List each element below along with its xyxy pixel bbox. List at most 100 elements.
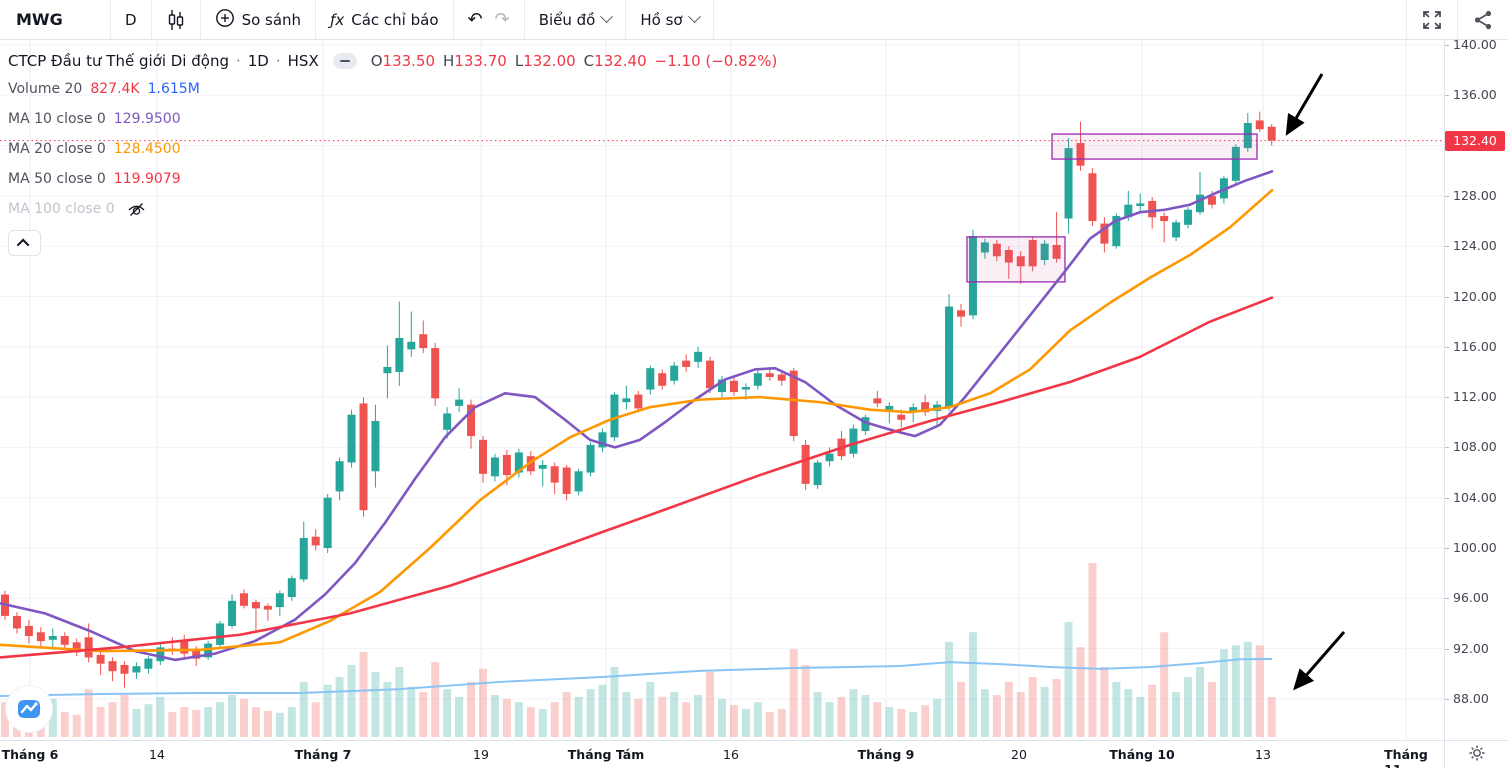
chart-pane[interactable]: CTCP Đầu tư Thế giới Di động · 1D · HSX …	[0, 40, 1444, 740]
candle-body	[741, 387, 750, 390]
drawing-arrow[interactable]	[1285, 73, 1324, 136]
close-value: 132.40	[594, 52, 647, 70]
volume-bar	[789, 649, 798, 737]
candle-body	[1052, 244, 1061, 259]
candle-body	[562, 467, 571, 494]
fullscreen-button[interactable]	[1407, 0, 1457, 40]
drawing-arrow[interactable]	[1293, 631, 1346, 691]
candle-body	[263, 605, 272, 610]
volume-bar	[1231, 645, 1240, 737]
candle-body	[921, 402, 930, 413]
candlestick-style-icon	[166, 9, 186, 31]
drawing-rectangle[interactable]	[1051, 133, 1258, 160]
candle-body	[909, 407, 918, 411]
candle-body	[299, 537, 308, 580]
ma-line	[0, 296, 1274, 659]
eye-off-icon[interactable]	[127, 200, 146, 219]
candle-body	[84, 637, 93, 658]
volume-bar	[335, 677, 344, 737]
candle-body	[60, 636, 69, 645]
candle-body	[144, 658, 153, 669]
symbol-legend-row[interactable]: CTCP Đầu tư Thế giới Di động · 1D · HSX …	[8, 48, 777, 74]
collapse-indicators-button[interactable]	[8, 230, 41, 256]
indicator-row[interactable]: MA 100 close 0	[8, 194, 777, 224]
candle-body	[753, 373, 762, 386]
price-axis-label: 100.00	[1445, 540, 1497, 555]
high-value: 133.70	[454, 52, 507, 70]
candle-body	[479, 439, 487, 474]
time-axis-label: Tháng 11	[1384, 747, 1428, 768]
candlestick-chart[interactable]	[0, 40, 1444, 740]
indicators-button[interactable]: ƒx Các chỉ báo	[316, 0, 452, 40]
volume-bar	[1040, 686, 1049, 737]
legend-exchange: HSX	[287, 52, 319, 70]
volume-bar	[120, 694, 129, 737]
volume-bar	[753, 702, 762, 737]
volume-bar	[741, 708, 750, 737]
volume-bar	[837, 696, 846, 737]
time-axis-label: 13	[1255, 747, 1271, 762]
volume-bar	[1207, 681, 1216, 737]
price-axis[interactable]: 140.00136.00132.00128.00124.00120.00116.…	[1444, 37, 1508, 740]
candle-body	[240, 593, 248, 606]
volume-bar	[132, 708, 141, 737]
candle-body	[371, 420, 380, 472]
redo-button[interactable]: ↷	[489, 0, 524, 40]
change-value: −1.10 (−0.82%)	[654, 52, 778, 70]
volume-bar	[60, 711, 69, 737]
price-axis-label: 92.00	[1445, 640, 1489, 656]
candle-body	[1004, 249, 1013, 263]
volume-bar	[885, 707, 894, 737]
candle-body	[323, 497, 332, 548]
chevron-down-icon	[600, 10, 614, 24]
volume-bar	[945, 641, 954, 737]
toolbar-separator	[315, 0, 317, 40]
candle-body	[514, 452, 523, 473]
volume-bar	[156, 696, 165, 737]
high-label: H	[443, 52, 455, 70]
candle-body	[610, 394, 619, 438]
volume-bar	[1148, 684, 1157, 737]
interval-button[interactable]: D	[111, 0, 151, 40]
last-price-tag: 132.40	[1445, 130, 1505, 151]
open-label: O	[370, 52, 383, 70]
redo-icon: ↷	[494, 9, 510, 30]
volume-bar	[634, 698, 643, 737]
indicator-row[interactable]: MA 20 close 0 128.4500	[8, 134, 777, 164]
share-button[interactable]	[1458, 0, 1508, 40]
candle-body	[502, 454, 511, 476]
candle-body	[729, 380, 738, 393]
volume-bar	[419, 692, 428, 737]
ma-line	[0, 188, 1274, 653]
volume-bar	[849, 689, 858, 737]
volume-bar	[502, 698, 511, 737]
toolbar-separator	[523, 0, 525, 40]
candle-body	[586, 444, 595, 473]
indicator-row[interactable]: MA 50 close 0 119.9079	[8, 164, 777, 194]
profile-menu-button[interactable]: Hồ sơ	[626, 0, 712, 40]
indicator-row[interactable]: Volume 20 827.4K 1.615M	[8, 74, 777, 104]
candle-body	[957, 310, 965, 317]
drawing-rectangle[interactable]	[966, 236, 1066, 283]
axis-settings-button[interactable]	[1444, 741, 1508, 768]
candle-body	[419, 334, 428, 349]
ohlc-values: O133.50 H133.70 L132.00 C132.40 −1.10 (−…	[371, 52, 778, 70]
candle-body	[718, 379, 726, 393]
provider-logo[interactable]	[6, 686, 52, 732]
time-axis[interactable]: Tháng 6 14 Tháng 7 19 Tháng Tám 16 Tháng 9 20 Th…	[0, 741, 1444, 768]
collapse-legend-pill[interactable]	[332, 53, 357, 69]
chart-menu-button[interactable]: Biểu đồ	[525, 0, 626, 40]
time-axis-label: 19	[473, 747, 489, 762]
symbol-search-button[interactable]: MWG	[0, 0, 110, 40]
bottom-axis-row: Tháng 6 14 Tháng 7 19 Tháng Tám 16 Tháng 9 20 Th…	[0, 740, 1508, 768]
indicator-row[interactable]: MA 10 close 0 129.9500	[8, 104, 777, 134]
volume-bar	[514, 702, 523, 737]
compare-button[interactable]: So sánh	[201, 0, 316, 40]
candle-body	[72, 642, 81, 653]
undo-button[interactable]: ↶	[454, 0, 489, 40]
chart-style-button[interactable]	[152, 0, 200, 40]
candle-body	[395, 337, 404, 372]
price-axis-label: 88.00	[1445, 690, 1489, 706]
candle-body	[1207, 195, 1216, 205]
